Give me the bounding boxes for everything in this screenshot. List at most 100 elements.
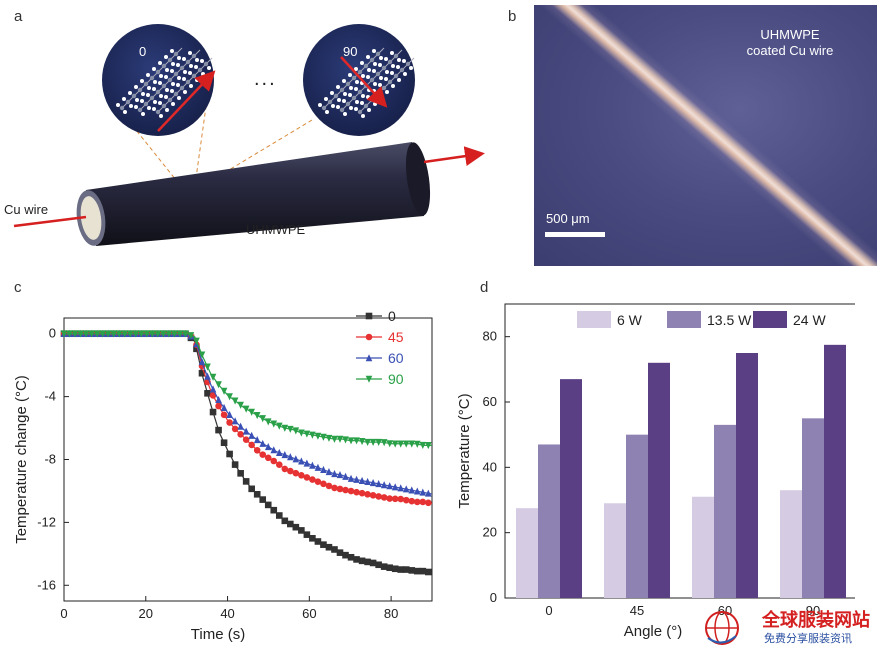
data-point xyxy=(60,330,68,338)
data-point xyxy=(303,531,311,538)
x-tick-label: 0 xyxy=(545,603,552,618)
data-point xyxy=(358,438,366,446)
angle-label-0: 0 xyxy=(139,44,147,59)
data-point xyxy=(419,488,427,496)
data-point xyxy=(242,405,250,413)
data-point xyxy=(104,330,112,338)
data-point xyxy=(209,385,217,393)
y-tick-label: -12 xyxy=(37,514,56,529)
data-point xyxy=(115,330,123,338)
data-point xyxy=(77,330,84,338)
data-point xyxy=(237,401,244,409)
y-tick-label: 80 xyxy=(483,329,497,344)
caption-line-2: coated Cu wire xyxy=(746,43,834,58)
bar-0-24W xyxy=(560,379,582,598)
legend-entry-60: 60 xyxy=(356,350,404,366)
data-point xyxy=(358,557,366,565)
bar-0-13.5W xyxy=(538,444,560,598)
micrograph: UHMWPE coated Cu wire 500 μm xyxy=(534,5,877,266)
data-point xyxy=(314,432,322,440)
y-axis-label: Temperature change (°C) xyxy=(13,375,30,544)
scale-bar xyxy=(545,232,605,237)
data-point xyxy=(309,476,316,483)
ellipsis: ... xyxy=(254,68,277,90)
data-point xyxy=(353,556,360,563)
legend-entry-6W: 6 W xyxy=(577,311,643,328)
data-point xyxy=(380,481,388,489)
data-point xyxy=(336,435,344,443)
data-point xyxy=(281,517,289,525)
data-point xyxy=(397,495,405,503)
wire-in-arrow xyxy=(13,215,87,228)
data-point xyxy=(253,446,261,454)
legend-entry-13.5W: 13.5 W xyxy=(667,311,752,328)
legend-label: 0 xyxy=(388,308,396,324)
data-point xyxy=(391,565,399,573)
data-point xyxy=(248,408,255,416)
data-point xyxy=(408,567,416,574)
data-point xyxy=(320,541,327,548)
data-point xyxy=(182,330,189,338)
data-point xyxy=(209,408,217,416)
legend-entry-24W: 24 W xyxy=(753,311,826,328)
data-point xyxy=(165,330,173,338)
data-point xyxy=(121,330,129,338)
data-point xyxy=(220,411,228,419)
data-point xyxy=(309,535,316,542)
data-point xyxy=(242,436,250,443)
y-tick-label: -4 xyxy=(44,389,56,404)
y-tick-label: 0 xyxy=(490,590,497,605)
data-point xyxy=(298,457,305,465)
data-point xyxy=(143,330,151,338)
data-point xyxy=(215,381,222,389)
legend-label: 6 W xyxy=(617,312,643,328)
data-point xyxy=(298,472,305,479)
data-point xyxy=(386,564,393,572)
y-tick-label: -16 xyxy=(37,577,56,592)
data-point xyxy=(99,330,106,338)
data-point xyxy=(287,467,294,475)
data-point xyxy=(419,567,427,575)
data-point xyxy=(402,440,410,448)
data-point xyxy=(259,496,267,503)
legend-label: 24 W xyxy=(793,312,826,328)
data-point xyxy=(408,440,416,448)
watermark-line-2: 免费分享服装资讯 xyxy=(764,632,852,645)
data-point xyxy=(204,363,211,371)
data-point xyxy=(281,424,289,432)
data-point xyxy=(386,495,393,502)
bar-90-6W xyxy=(780,490,802,598)
caption-line-1: UHMWPE xyxy=(760,27,820,42)
data-point xyxy=(264,454,272,462)
data-point xyxy=(264,501,272,509)
bar-0-6W xyxy=(516,508,538,598)
data-point xyxy=(336,485,344,493)
y-axis-label: Temperature (°C) xyxy=(456,393,473,508)
data-point xyxy=(320,465,327,473)
data-point xyxy=(320,433,327,441)
data-point xyxy=(397,440,405,448)
data-point xyxy=(364,558,371,566)
data-point xyxy=(364,490,371,498)
data-point xyxy=(375,561,382,569)
data-point xyxy=(248,431,255,439)
data-point xyxy=(413,498,421,506)
bar-45-13.5W xyxy=(626,434,648,598)
x-tick-label: 80 xyxy=(384,606,398,621)
x-tick-label: 90 xyxy=(806,603,820,618)
zoom-circle-90 xyxy=(303,24,415,136)
y-tick-label: 0 xyxy=(49,326,56,341)
data-point xyxy=(171,330,178,338)
data-point xyxy=(259,451,267,458)
data-point xyxy=(281,465,289,473)
data-point xyxy=(270,506,278,514)
data-point xyxy=(364,477,371,486)
bar-45-24W xyxy=(648,362,670,598)
data-point xyxy=(259,439,267,447)
data-point xyxy=(353,437,360,445)
data-point xyxy=(342,486,349,494)
data-point xyxy=(391,440,399,448)
data-point xyxy=(237,431,244,438)
data-point xyxy=(137,330,145,338)
data-point xyxy=(375,480,382,488)
